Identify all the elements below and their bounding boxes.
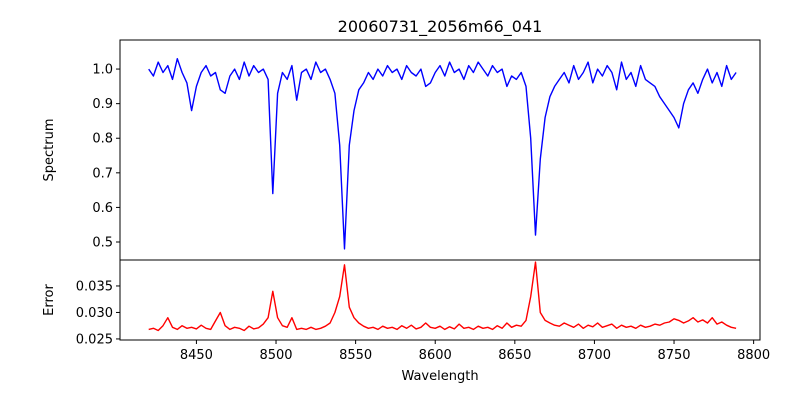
y-tick-label: 0.025 [76,332,113,347]
x-tick-label: 8650 [498,348,531,363]
y-tick-label: 0.6 [92,201,113,216]
x-tick-label: 8700 [578,348,611,363]
x-tick-label: 8550 [339,348,372,363]
error-axes: 0.025 0.030 0.035 8450 8500 8550 8600 8650 8700 8… [76,259,770,363]
x-tick-label: 8750 [657,348,690,363]
error-line [148,261,737,332]
spectrum-line [148,58,737,250]
y-tick-label: 0.8 [92,132,113,147]
x-tick-label: 8600 [419,348,452,363]
chart-title: 20060731_2056m66_041 [338,17,543,37]
y-tick-label: 1.0 [92,63,113,78]
y-axis-label-error: Error [42,284,57,316]
y-tick-label: 0.5 [92,236,113,251]
x-axis-label: Wavelength [401,369,478,384]
y-axis-label-spectrum: Spectrum [42,119,57,182]
error-axes-frame [119,259,761,341]
y-tick-label: 0.9 [92,97,113,112]
x-tick-label: 8500 [259,348,292,363]
y-tick-label: 0.035 [76,279,113,294]
x-tick-label: 8450 [180,348,213,363]
y-tick-label: 0.7 [92,166,113,181]
y-tick-label: 0.030 [76,306,113,321]
x-tick-label: 8800 [737,348,770,363]
